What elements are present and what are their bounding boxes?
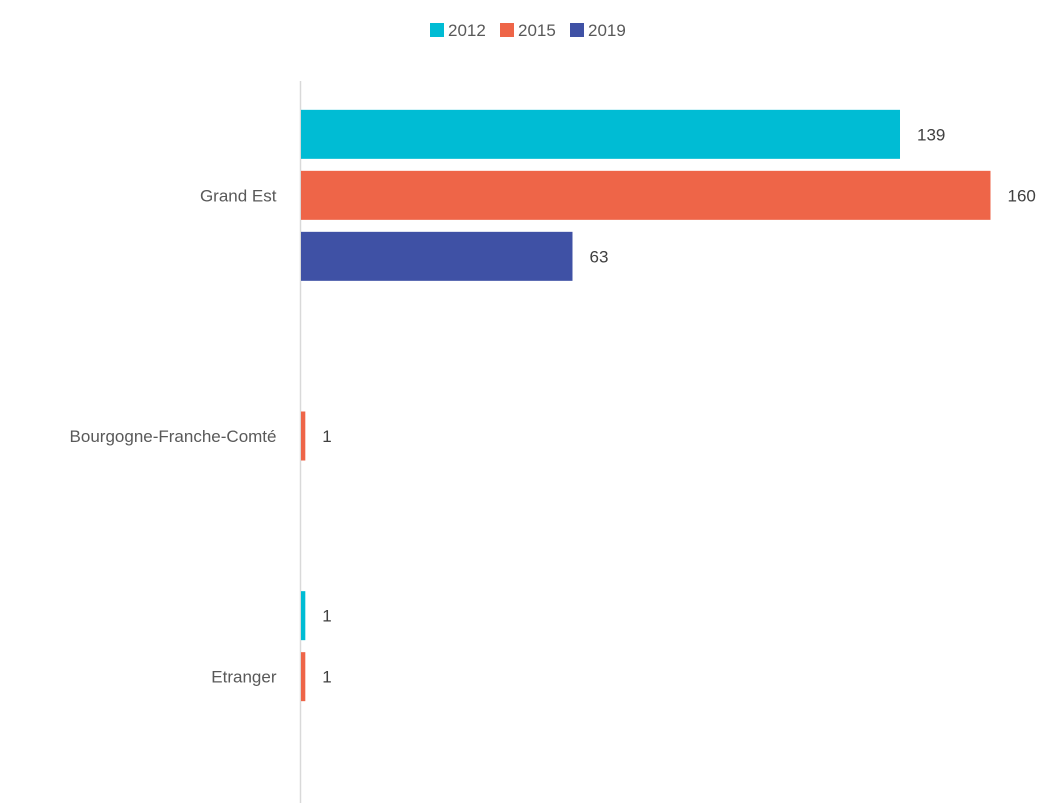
bar-grand-est-2015 bbox=[301, 170, 991, 220]
data-label-etranger-2012: 1 bbox=[322, 607, 331, 626]
category-labels: Grand Est Bourgogne-Franche-Comté Etranger bbox=[70, 186, 277, 686]
bar-etranger-2012 bbox=[301, 591, 306, 641]
data-label-grand-est-2019: 63 bbox=[589, 247, 608, 266]
bar-grand-est-2012 bbox=[301, 109, 901, 159]
legend-label-2019: 2019 bbox=[588, 21, 626, 40]
category-label-etranger: Etranger bbox=[211, 668, 277, 687]
legend-item-2019: 2019 bbox=[570, 21, 626, 40]
data-label-bourgogne-franche-comte-2015: 1 bbox=[322, 427, 331, 446]
legend-item-2015: 2015 bbox=[500, 21, 556, 40]
bar-etranger-2015 bbox=[301, 652, 306, 702]
data-labels: 139 160 63 1 1 1 bbox=[322, 125, 1036, 686]
legend-item-2012: 2012 bbox=[430, 21, 486, 40]
data-label-grand-est-2015: 160 bbox=[1008, 186, 1036, 205]
data-label-etranger-2015: 1 bbox=[322, 668, 331, 687]
data-label-grand-est-2012: 139 bbox=[917, 125, 945, 144]
legend-swatch-2015 bbox=[500, 23, 514, 37]
category-label-grand-est: Grand Est bbox=[200, 186, 277, 205]
category-label-bourgogne-franche-comte: Bourgogne-Franche-Comté bbox=[70, 427, 277, 446]
bar-grand-est-2019 bbox=[301, 231, 573, 281]
legend-swatch-2012 bbox=[430, 23, 444, 37]
legend-label-2015: 2015 bbox=[518, 21, 556, 40]
bars bbox=[301, 109, 991, 702]
legend-swatch-2019 bbox=[570, 23, 584, 37]
legend: 2012 2015 2019 bbox=[430, 21, 626, 40]
legend-label-2012: 2012 bbox=[448, 21, 486, 40]
bar-bourgogne-franche-comte-2015 bbox=[301, 411, 306, 461]
